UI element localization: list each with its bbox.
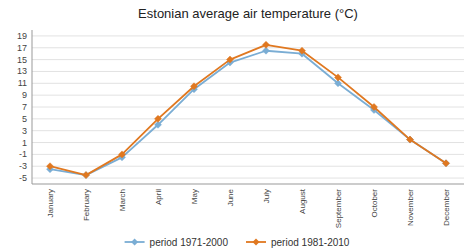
x-tick-label: September [334, 189, 343, 228]
series-line [50, 45, 446, 175]
data-point [299, 47, 306, 54]
x-tick-label: May [190, 189, 199, 204]
x-tick-label: March [118, 189, 127, 211]
y-tick-label: 19 [17, 31, 27, 41]
grid-line [32, 83, 464, 84]
grid [32, 36, 464, 178]
data-point [263, 41, 270, 48]
x-tick-label: December [442, 189, 451, 226]
y-tick-label: 3 [22, 126, 27, 136]
grid-line [32, 178, 464, 179]
y-tick-label: -3 [19, 161, 27, 171]
y-tick-label: 5 [22, 114, 27, 124]
data-point [83, 172, 90, 179]
y-tick-label: -5 [19, 173, 27, 183]
x-tick-label: November [406, 189, 415, 226]
grid-line [32, 47, 464, 48]
grid-line [32, 71, 464, 72]
legend-label: period 1971-2000 [150, 237, 229, 248]
series [47, 41, 450, 178]
y-tick-label: 17 [17, 43, 27, 53]
x-tick-label: April [154, 189, 163, 205]
x-axis-line [32, 184, 464, 185]
grid-line [32, 107, 464, 108]
data-point [155, 115, 162, 122]
x-tick-label: February [82, 189, 91, 221]
y-tick-label: 1 [22, 138, 27, 148]
data-point [335, 74, 342, 81]
chart: Estonian average air temperature (°C) -5 -… [0, 0, 474, 252]
grid-line [32, 118, 464, 119]
y-tick-label: 7 [22, 102, 27, 112]
y-tick-label: 15 [17, 55, 27, 65]
x-tick-label: June [226, 188, 235, 206]
grid-line [32, 154, 464, 155]
series [47, 47, 450, 178]
data-point [407, 136, 414, 143]
x-axis: January February March April May June July Augu… [32, 184, 464, 228]
data-point [191, 83, 198, 90]
legend-marker [253, 239, 260, 246]
y-axis: -5-3-1135791113151719 [17, 30, 32, 184]
x-tick-label: October [370, 189, 379, 218]
grid-line [32, 35, 464, 36]
title: Estonian average air temperature (°C) [138, 6, 358, 21]
legend-label: period 1981-2010 [271, 237, 350, 248]
legend-item: period 1981-2010 [246, 237, 350, 248]
grid-line [32, 59, 464, 60]
grid-line [32, 166, 464, 167]
y-axis-line [32, 30, 33, 184]
grid-line [32, 142, 464, 143]
y-tick-label: -1 [19, 149, 27, 159]
grid-line [32, 95, 464, 96]
chart-container: Estonian average air temperature (°C) -5 -… [0, 0, 474, 252]
data-point [371, 104, 378, 111]
y-tick-label: 13 [17, 66, 27, 76]
data-point [443, 160, 450, 167]
x-tick-label: July [262, 189, 271, 203]
data-point [83, 172, 90, 179]
series-line [50, 51, 446, 175]
x-tick-label: August [298, 188, 307, 214]
plot-area [47, 41, 450, 178]
data-point [119, 151, 126, 158]
y-tick-label: 11 [18, 78, 27, 88]
legend-marker [131, 239, 138, 246]
legend: period 1971-2000 period 1981-2010 [125, 237, 350, 248]
data-point [227, 56, 234, 63]
data-point [47, 163, 54, 170]
y-tick-label: 9 [22, 90, 27, 100]
legend-item: period 1971-2000 [125, 237, 229, 248]
x-tick-label: January [46, 189, 55, 217]
